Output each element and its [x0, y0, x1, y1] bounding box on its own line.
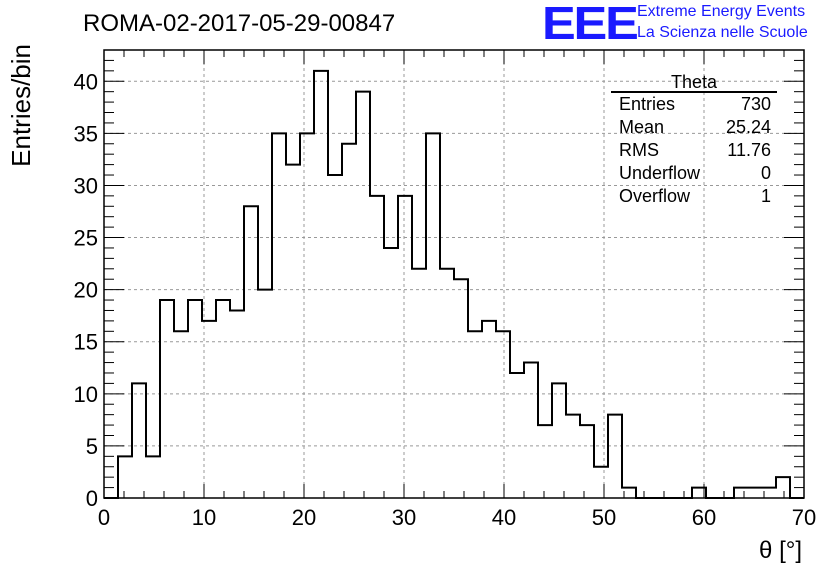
stats-label: Underflow: [619, 163, 701, 183]
y-tick-label: 40: [74, 69, 98, 94]
eee-logo: EEE: [542, 0, 639, 49]
stats-row-overflow: Overflow 1: [611, 185, 777, 208]
stats-value: 0: [760, 163, 771, 183]
y-axis-label: Entries/bin: [6, 44, 36, 167]
axis-ticks: [103, 49, 805, 499]
y-tick-label: 5: [86, 434, 98, 459]
stats-title: Theta: [611, 73, 777, 93]
stats-label: Entries: [619, 94, 676, 114]
stats-label: Overflow: [619, 186, 691, 206]
x-tick-label: 10: [192, 505, 216, 530]
x-tick-label: 0: [98, 505, 110, 530]
stats-box: Theta Entries 730 Mean 25.24 RMS 11.76 U…: [611, 73, 777, 208]
y-tick-label: 10: [74, 382, 98, 407]
x-tick-label: 30: [392, 505, 416, 530]
y-tick-label: 15: [74, 330, 98, 355]
y-tick-label: 25: [74, 226, 98, 251]
x-tick-label: 20: [292, 505, 316, 530]
stats-value: 1: [760, 186, 771, 206]
stats-row-underflow: Underflow 0: [611, 162, 777, 185]
stats-value: 730: [740, 94, 771, 114]
stats-value: 25.24: [725, 117, 771, 137]
eee-logo-line1: Extreme Energy Events: [637, 3, 806, 20]
stats-label: Mean: [619, 117, 665, 137]
stats-row-mean: Mean 25.24: [611, 116, 777, 139]
stats-row-rms: RMS 11.76: [611, 139, 777, 162]
x-tick-label: 40: [492, 505, 516, 530]
grid-lines: [104, 50, 804, 498]
y-tick-label: 35: [74, 121, 98, 146]
eee-logo-line2: La Scienza nelle Scuole: [637, 24, 808, 41]
stats-value: 11.76: [727, 140, 771, 160]
x-tick-label: 50: [592, 505, 616, 530]
x-tick-label: 70: [792, 505, 816, 530]
plot-frame: [103, 49, 805, 499]
run-title: ROMA-02-2017-05-29-00847: [83, 10, 396, 37]
stats-row-entries: Entries 730: [611, 93, 777, 116]
stats-label: RMS: [619, 140, 659, 160]
x-axis-label: θ [°]: [759, 537, 802, 564]
y-tick-label: 30: [74, 173, 98, 198]
y-tick-label: 20: [74, 278, 98, 303]
y-tick-label: 0: [86, 486, 98, 511]
x-tick-label: 60: [692, 505, 716, 530]
